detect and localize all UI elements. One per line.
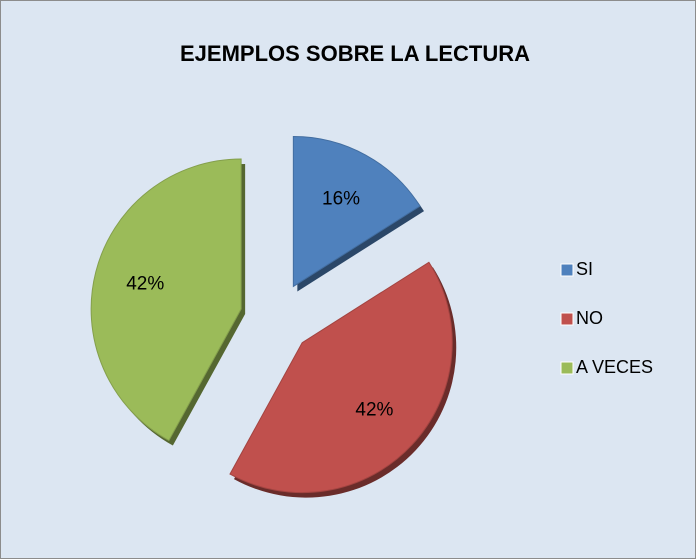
slice <box>90 158 242 442</box>
legend-swatch <box>560 263 574 277</box>
data-label: 42% <box>126 273 164 294</box>
data-label: 16% <box>322 189 360 210</box>
slice <box>229 261 453 494</box>
slice <box>292 135 421 288</box>
legend-label: A VECES <box>576 357 653 377</box>
chart-title: EJEMPLOS SOBRE LA LECTURA <box>180 41 530 66</box>
legend-label: NO <box>576 308 603 328</box>
legend-swatch <box>560 312 574 326</box>
data-label: 42% <box>355 399 393 420</box>
legend-label: SI <box>576 259 593 279</box>
legend-swatch <box>560 361 574 375</box>
